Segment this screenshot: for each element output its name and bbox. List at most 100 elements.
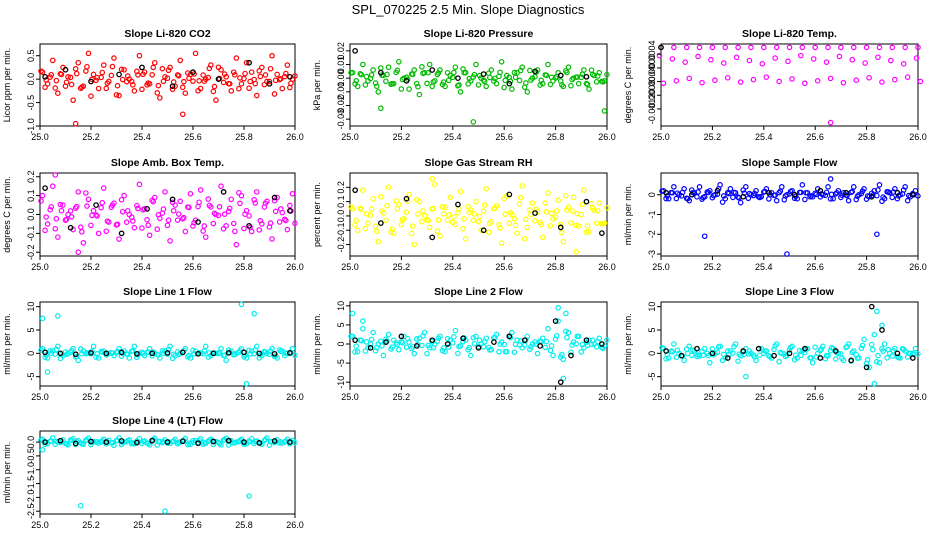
data-point bbox=[398, 86, 405, 92]
data-point bbox=[413, 80, 420, 87]
reference-point bbox=[271, 194, 278, 201]
data-point bbox=[501, 84, 507, 91]
data-point bbox=[545, 325, 551, 332]
data-point bbox=[445, 211, 452, 218]
data-point bbox=[165, 67, 172, 74]
reference-point bbox=[599, 230, 605, 236]
data-point bbox=[674, 190, 681, 196]
data-point bbox=[274, 194, 280, 201]
data-point bbox=[832, 356, 839, 362]
data-point bbox=[777, 188, 784, 194]
data-point bbox=[799, 182, 806, 188]
data-point bbox=[839, 355, 845, 362]
data-point bbox=[863, 44, 870, 51]
data-point bbox=[695, 189, 701, 195]
data-point bbox=[866, 74, 872, 81]
data-point bbox=[880, 348, 886, 354]
data-point bbox=[555, 318, 561, 324]
data-point bbox=[828, 344, 835, 351]
data-point bbox=[875, 54, 881, 61]
data-point bbox=[242, 70, 248, 77]
data-point bbox=[136, 52, 143, 59]
data-point bbox=[527, 207, 533, 213]
data-point bbox=[411, 350, 418, 357]
reference-point bbox=[72, 351, 79, 358]
data-point bbox=[368, 336, 375, 343]
data-point bbox=[449, 340, 456, 346]
reference-point bbox=[868, 193, 875, 200]
data-point bbox=[358, 206, 365, 213]
data-point bbox=[564, 69, 570, 76]
data-point bbox=[211, 83, 218, 90]
data-point bbox=[75, 189, 82, 195]
data-point bbox=[394, 206, 401, 212]
reference-point bbox=[444, 341, 451, 347]
data-point bbox=[682, 59, 689, 65]
data-point bbox=[545, 61, 551, 68]
x-tick-label: 25.4 bbox=[444, 392, 462, 402]
reference-point bbox=[210, 438, 217, 445]
data-point bbox=[889, 353, 896, 359]
data-point bbox=[256, 68, 263, 74]
data-point bbox=[548, 210, 555, 217]
data-point bbox=[435, 70, 442, 76]
reference-point bbox=[118, 230, 125, 237]
data-point bbox=[155, 212, 162, 218]
data-point bbox=[140, 350, 146, 357]
data-point bbox=[205, 74, 212, 81]
data-point bbox=[542, 200, 549, 206]
data-point bbox=[201, 440, 208, 446]
data-point bbox=[785, 58, 791, 65]
data-point bbox=[175, 211, 182, 217]
data-point bbox=[707, 359, 713, 366]
data-point bbox=[517, 194, 524, 201]
data-point bbox=[574, 333, 581, 340]
data-point bbox=[230, 69, 237, 75]
x-tick-label: 25.0 bbox=[341, 392, 359, 402]
data-point bbox=[170, 351, 177, 358]
data-point bbox=[506, 220, 513, 227]
data-point bbox=[447, 194, 454, 201]
outlier-point bbox=[251, 310, 258, 317]
data-point bbox=[669, 349, 676, 355]
data-point bbox=[58, 207, 65, 214]
x-tick-label: 25.6 bbox=[184, 132, 202, 142]
data-point bbox=[750, 76, 757, 83]
data-point bbox=[242, 352, 248, 359]
data-point bbox=[575, 80, 582, 87]
data-point bbox=[594, 338, 601, 345]
reference-point bbox=[910, 191, 916, 198]
data-point bbox=[480, 343, 487, 350]
data-point bbox=[370, 67, 376, 73]
data-point bbox=[370, 195, 376, 202]
data-point bbox=[461, 69, 467, 76]
reference-point bbox=[215, 76, 222, 82]
data-point bbox=[155, 352, 162, 358]
outlier-point bbox=[238, 301, 245, 308]
data-point bbox=[385, 331, 392, 338]
reference-point bbox=[164, 439, 171, 445]
outlier-point bbox=[78, 502, 84, 509]
data-point bbox=[266, 78, 273, 85]
data-point bbox=[550, 352, 556, 359]
data-point bbox=[360, 61, 366, 68]
x-tick-label: 26.0 bbox=[598, 262, 616, 272]
data-point bbox=[38, 347, 44, 353]
data-point bbox=[77, 224, 84, 230]
data-point bbox=[113, 92, 120, 98]
x-tick-label: 25.6 bbox=[806, 262, 824, 272]
y-axis-label: kPa per min. bbox=[312, 60, 322, 111]
data-point bbox=[79, 229, 85, 235]
data-point bbox=[99, 199, 106, 206]
data-point bbox=[452, 327, 459, 334]
data-point bbox=[425, 69, 431, 76]
outlier-point bbox=[563, 310, 569, 317]
panel-title: Slope Li-820 Pressure bbox=[424, 28, 534, 40]
data-point bbox=[555, 197, 561, 203]
data-point bbox=[476, 213, 483, 220]
panel-9: Slope Line 3 Flow 25.0 25.2 25.4 25.6 25.8 26.… bbox=[623, 286, 927, 402]
data-point bbox=[866, 364, 872, 371]
data-point bbox=[756, 352, 763, 359]
data-point bbox=[884, 355, 890, 361]
data-point bbox=[794, 355, 801, 361]
